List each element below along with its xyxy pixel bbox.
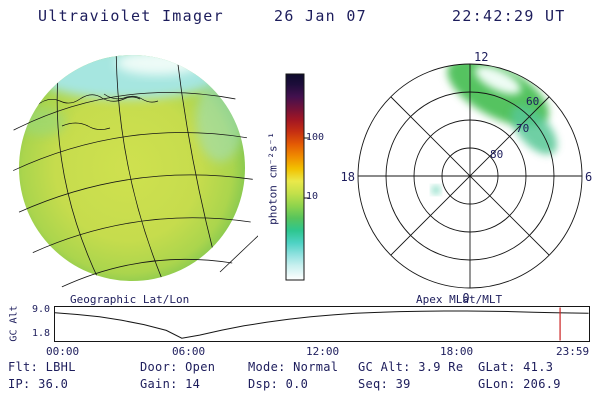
status-field-dsp: Dsp: 0.0 bbox=[248, 377, 309, 391]
gc-alt-axis-title: GC Alt bbox=[8, 305, 20, 342]
status-field-mode: Mode: Normal bbox=[248, 360, 339, 374]
status-field-glon: GLon: 206.9 bbox=[478, 377, 561, 391]
mlat-label-80: 80 bbox=[490, 148, 503, 161]
mlt-label-18: 18 bbox=[341, 170, 355, 184]
earth-uv-image bbox=[13, 55, 258, 288]
colorbar bbox=[285, 73, 309, 281]
mlt-label-0: 0 bbox=[462, 291, 469, 305]
y-tick-max: 9.0 bbox=[31, 304, 50, 315]
colorbar-tick-100: 100 bbox=[306, 132, 325, 143]
status-field-seq: Seq: 39 bbox=[358, 377, 411, 391]
status-field-gain: Gain: 14 bbox=[140, 377, 201, 391]
time-tick-1200: 12:00 bbox=[306, 345, 340, 358]
time-label: 22:42:29 UT bbox=[452, 7, 566, 25]
altitude-chart-frame bbox=[54, 306, 590, 342]
mlat-label-70: 70 bbox=[516, 122, 529, 135]
time-tick-0600: 06:00 bbox=[172, 345, 206, 358]
geo-grid-lines bbox=[13, 56, 253, 288]
colorbar-unit-label: photon cm⁻²s⁻¹ bbox=[266, 132, 280, 225]
y-tick-min: 1.8 bbox=[31, 328, 50, 339]
status-field-door: Door: Open bbox=[140, 360, 216, 374]
date-label: 26 Jan 07 bbox=[274, 7, 367, 25]
status-field-gcalt: GC Alt: 3.9 Re bbox=[358, 360, 464, 374]
earth-disk bbox=[19, 55, 245, 281]
apex-polar-plot: 12 0 18 6 80 70 60 bbox=[341, 50, 592, 305]
mlt-label-12: 12 bbox=[474, 50, 488, 64]
colorbar-gradient bbox=[285, 73, 305, 281]
mlt-label-6: 6 bbox=[585, 170, 592, 184]
time-tick-2359: 23:59 bbox=[556, 345, 590, 358]
time-tick-1800: 18:00 bbox=[440, 345, 474, 358]
mlat-label-60: 60 bbox=[526, 95, 539, 108]
emission-spot bbox=[432, 186, 440, 194]
altitude-chart bbox=[54, 306, 590, 342]
colorbar-tick-10: 10 bbox=[306, 191, 319, 202]
terminator-line bbox=[219, 235, 258, 273]
status-field-glat: GLat: 41.3 bbox=[478, 360, 554, 374]
coastline-contours bbox=[35, 93, 159, 130]
strip-left-title: Geographic Lat/Lon bbox=[70, 293, 190, 306]
page-title: Ultraviolet Imager bbox=[38, 7, 224, 25]
altitude-curve bbox=[54, 310, 589, 339]
status-field-flt: Flt: LBHL bbox=[8, 360, 76, 374]
polar-grid bbox=[357, 63, 583, 289]
status-field-ip: IP: 36.0 bbox=[8, 377, 69, 391]
time-tick-0000: 00:00 bbox=[46, 345, 80, 358]
strip-right-title: Apex MLat/MLT bbox=[416, 293, 503, 306]
auroral-emission bbox=[432, 64, 557, 194]
polar-labels: 12 0 18 6 80 70 60 bbox=[341, 50, 592, 305]
